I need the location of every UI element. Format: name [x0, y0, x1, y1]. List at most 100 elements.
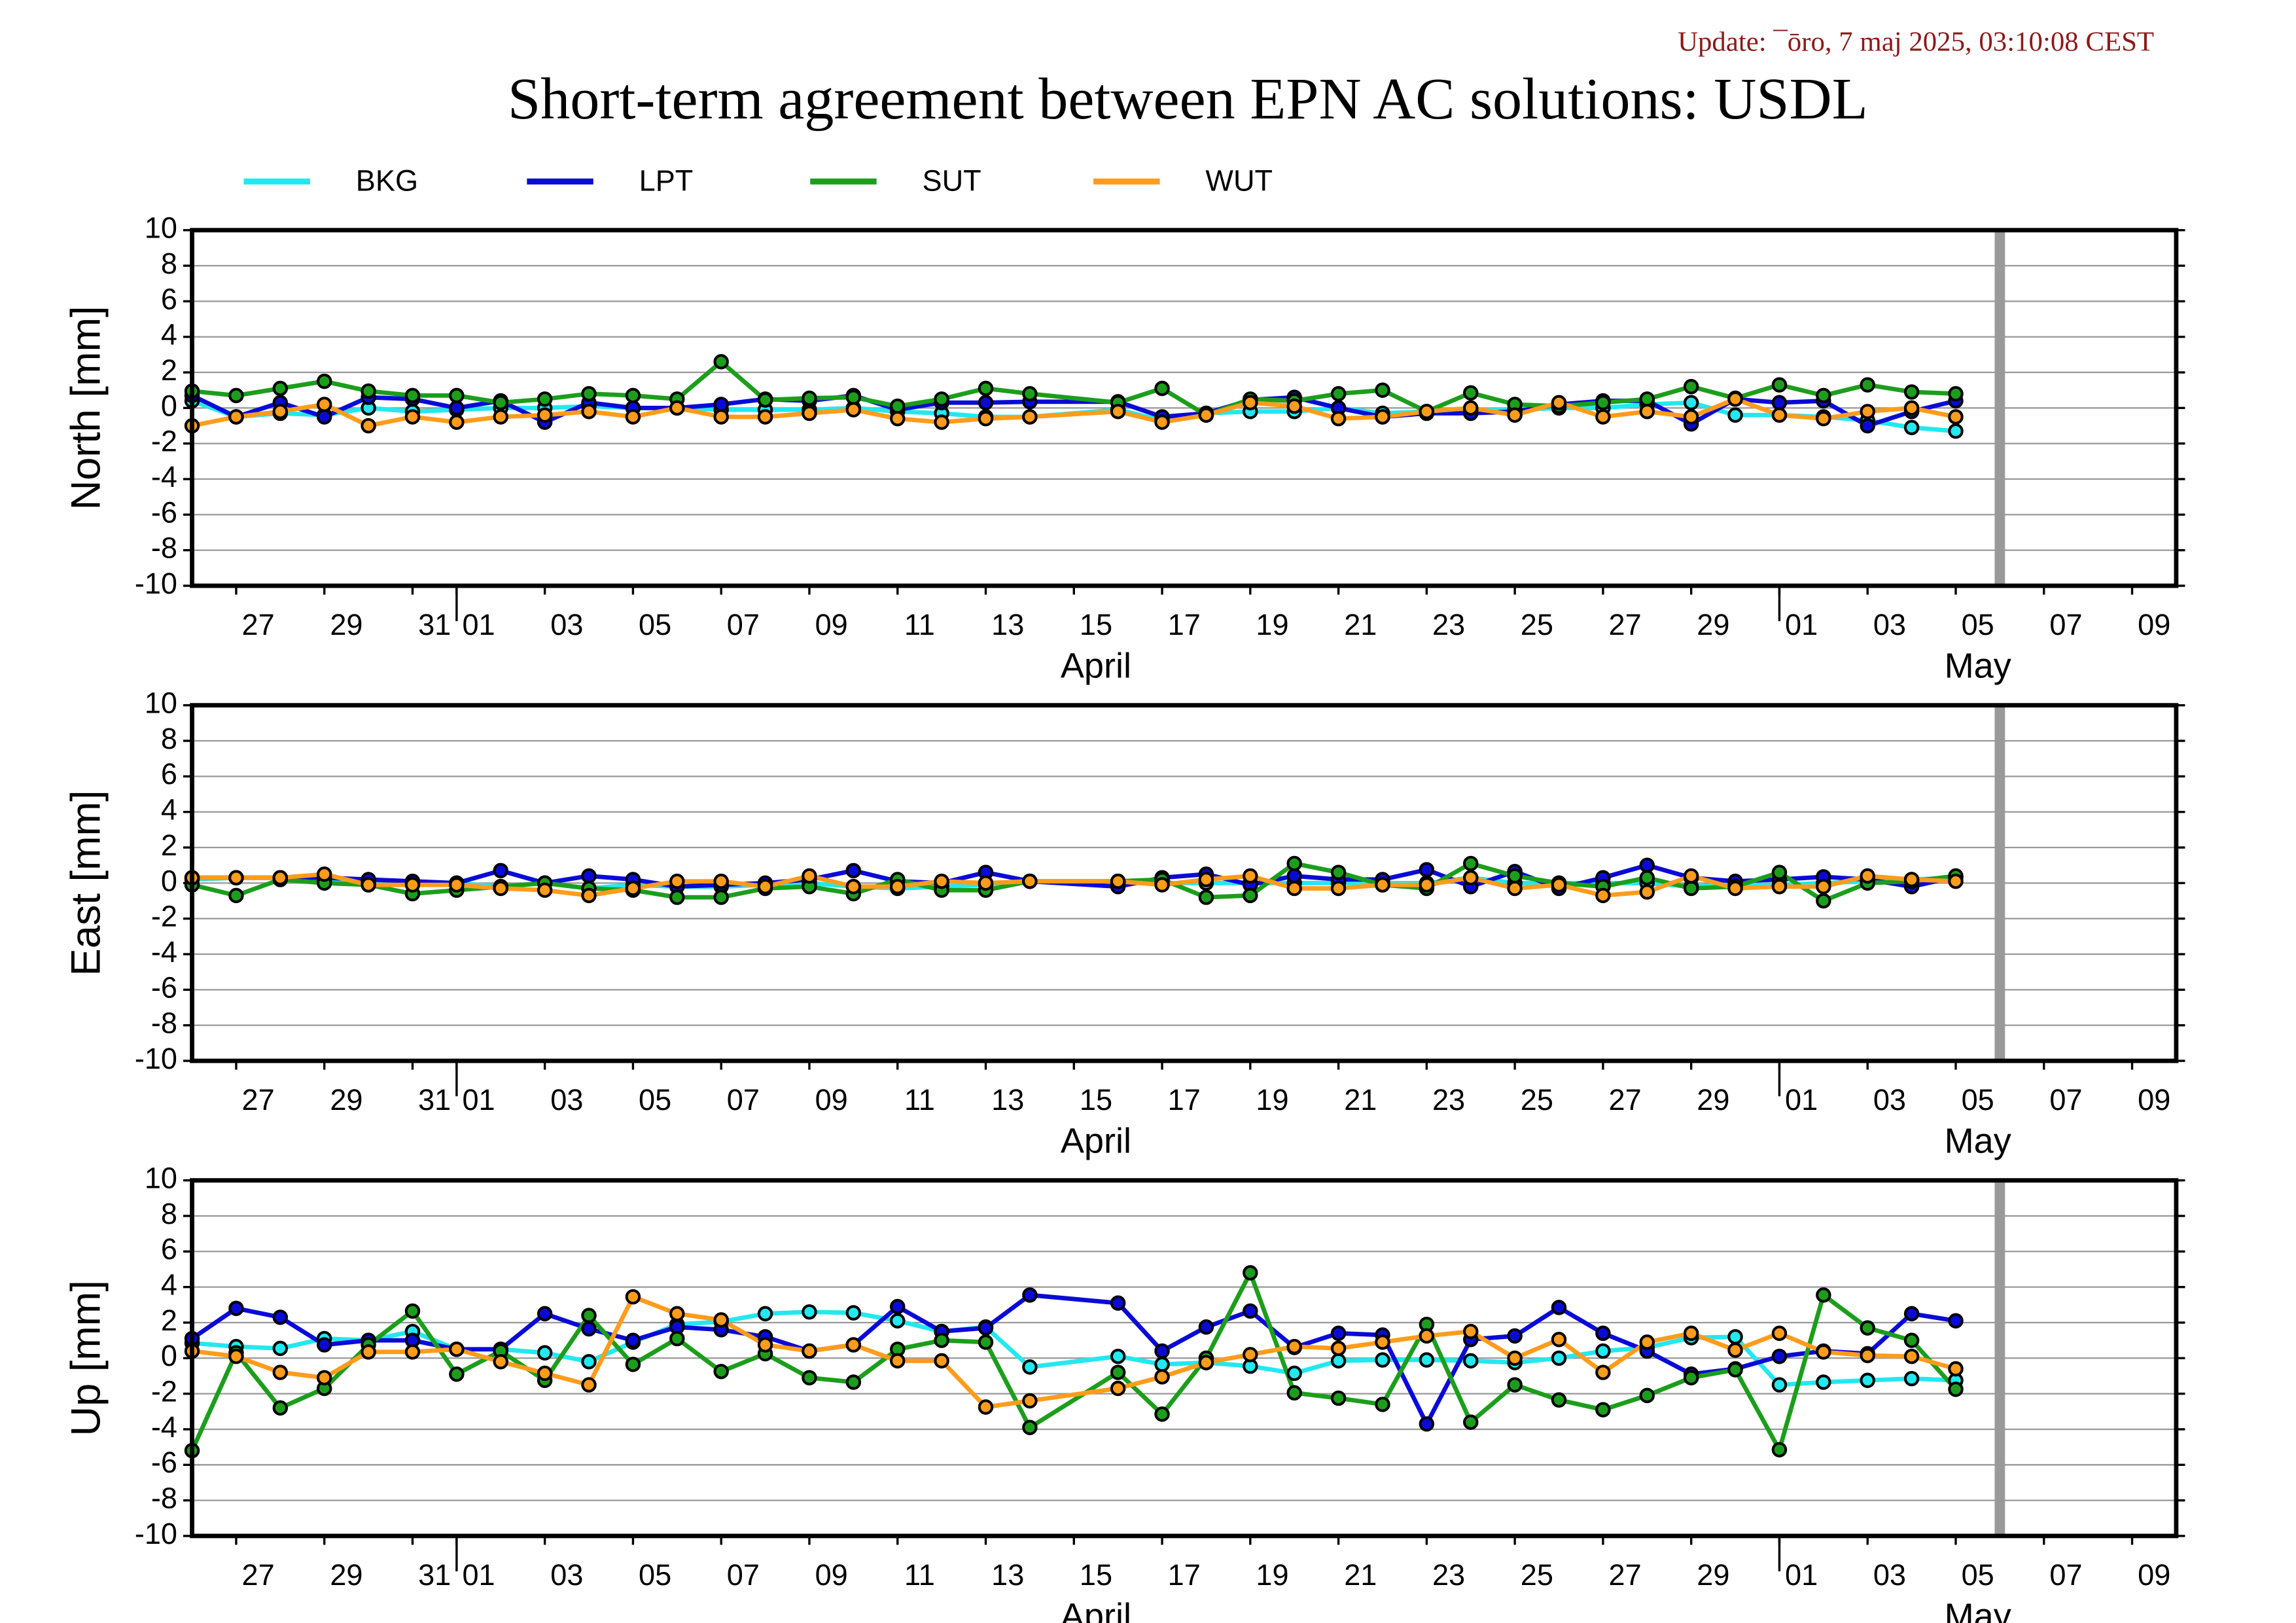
x-tick-label: 01	[462, 1083, 495, 1116]
data-point	[1463, 400, 1479, 416]
data-point	[1022, 1393, 1038, 1409]
x-tick-label: 27	[242, 1558, 275, 1592]
x-tick-label: 11	[904, 1558, 935, 1592]
data-point	[1903, 1306, 1920, 1322]
y-tick-label: 2	[161, 353, 177, 387]
data-point	[1330, 1390, 1347, 1406]
plot-frame	[190, 1178, 2179, 1539]
data-point	[1771, 377, 1788, 393]
x-tick-label: 29	[1697, 1083, 1729, 1116]
data-point	[1595, 1343, 1611, 1359]
data-point	[1022, 1359, 1038, 1375]
data-point	[713, 354, 729, 370]
data-point	[1022, 385, 1038, 402]
data-point	[1683, 379, 1699, 395]
data-point	[845, 402, 862, 418]
x-tick-label: 07	[2049, 1558, 2082, 1592]
series-line	[192, 1294, 1956, 1410]
data-point	[581, 1377, 597, 1393]
data-point	[1551, 395, 1567, 410]
data-point	[1330, 1353, 1347, 1369]
y-tick-label: 4	[161, 1268, 177, 1302]
data-point	[890, 1313, 906, 1329]
x-tick-label: 13	[991, 1083, 1024, 1116]
y-tick-label: -10	[135, 1517, 177, 1550]
data-point	[1948, 1361, 1964, 1377]
x-tick-label: 09	[2138, 1558, 2170, 1592]
x-tick-label: 29	[330, 1083, 362, 1116]
x-tick-label: 15	[1080, 1558, 1112, 1592]
data-point	[1771, 1442, 1788, 1457]
data-point	[978, 1320, 994, 1336]
data-point	[581, 404, 597, 419]
data-point	[449, 1342, 465, 1357]
data-point	[845, 879, 862, 895]
data-point	[713, 409, 729, 425]
data-point	[272, 1364, 289, 1380]
y-tick-label: -8	[151, 531, 177, 565]
y-tick-label: 6	[161, 282, 177, 315]
data-point	[934, 1332, 949, 1348]
data-point	[1110, 873, 1126, 889]
data-point	[228, 1300, 244, 1316]
x-tick-label: 05	[639, 608, 671, 641]
data-point	[1419, 877, 1435, 893]
x-tick-label: 01	[1785, 608, 1818, 641]
data-point	[272, 404, 289, 419]
data-point	[757, 1306, 773, 1322]
data-point	[361, 383, 376, 399]
data-point	[1286, 855, 1302, 872]
data-point	[581, 887, 597, 904]
data-point	[1771, 865, 1788, 880]
data-point	[404, 877, 421, 893]
data-point	[1286, 1385, 1302, 1401]
data-point	[1154, 1369, 1170, 1385]
data-point	[1771, 879, 1788, 895]
data-point	[1948, 423, 1964, 439]
data-point	[1683, 880, 1699, 897]
x-tick-label: 05	[639, 1083, 671, 1116]
data-point	[1154, 1343, 1170, 1359]
data-point	[1903, 1332, 1920, 1348]
data-point	[1727, 407, 1743, 423]
data-point	[449, 414, 465, 430]
data-point	[1375, 1397, 1390, 1412]
x-tick-label: 25	[1521, 608, 1553, 641]
y-tick-label: 0	[161, 1339, 177, 1372]
data-point	[845, 863, 862, 879]
x-tick-label: 17	[1168, 608, 1201, 641]
x-tick-label: 15	[1080, 1083, 1112, 1116]
y-tick-label: 10	[145, 211, 177, 245]
data-point	[493, 409, 508, 425]
data-point	[1639, 391, 1655, 407]
data-point	[1330, 1340, 1347, 1357]
x-tick-label: 19	[1256, 1083, 1288, 1116]
data-point	[581, 1321, 597, 1337]
data-point	[1463, 870, 1479, 885]
data-point	[625, 1289, 641, 1305]
x-tick-label: 27	[1609, 608, 1642, 641]
data-point	[1727, 1362, 1743, 1378]
data-point	[1110, 1295, 1126, 1311]
y-tick-label: 6	[161, 757, 177, 791]
y-tick-label: -10	[135, 567, 177, 600]
data-point	[1110, 1380, 1126, 1397]
y-tick-label: 0	[161, 389, 177, 422]
x-tick-label: 27	[1609, 1558, 1642, 1592]
data-point	[890, 1298, 906, 1315]
data-point	[669, 400, 685, 416]
x-tick-label: 19	[1256, 608, 1288, 641]
x-tick-label: 07	[2049, 1083, 2082, 1116]
x-tick-label: 03	[1873, 1083, 1906, 1116]
data-point	[934, 1353, 949, 1369]
data-point	[1683, 1370, 1699, 1385]
plot-frame	[190, 703, 2179, 1063]
x-tick-label: 15	[1080, 608, 1112, 641]
data-point	[1022, 873, 1038, 889]
data-point	[1903, 384, 1920, 400]
data-point	[1903, 1348, 1920, 1364]
x-tick-label: 11	[904, 1083, 935, 1116]
data-point	[1816, 1287, 1831, 1303]
